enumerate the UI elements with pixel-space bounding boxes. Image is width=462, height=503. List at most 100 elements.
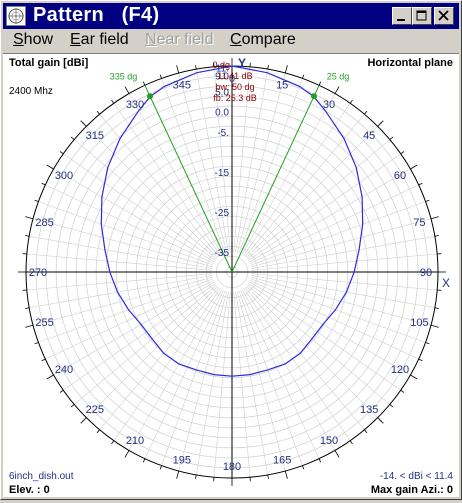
azimuth-tick bbox=[390, 137, 393, 140]
azimuth-tick bbox=[319, 82, 321, 86]
azimuth-label: 150 bbox=[320, 435, 338, 447]
azimuth-tick bbox=[25, 217, 33, 219]
menu-compare-accel: C bbox=[230, 31, 242, 48]
beam-edge-label: 25 dg bbox=[327, 72, 350, 82]
azimuth-tick bbox=[268, 65, 269, 69]
info-line: fb: 25.3 dB bbox=[213, 93, 257, 103]
azimuth-label: 90 bbox=[420, 267, 432, 279]
azimuth-tick bbox=[426, 343, 430, 344]
menu-bar: Show Ear field Near field Compare bbox=[3, 29, 459, 53]
grid-spoke bbox=[245, 114, 365, 257]
minimize-button[interactable] bbox=[392, 7, 412, 25]
azimuth-tick bbox=[160, 75, 161, 79]
azimuth-tick bbox=[426, 200, 430, 201]
gain-range-label: -14. < dBi < 11.4 bbox=[380, 471, 454, 482]
azimuth-tick bbox=[285, 471, 287, 479]
azimuth-label: 240 bbox=[55, 364, 73, 376]
azimuth-tick bbox=[419, 183, 423, 185]
azimuth-tick bbox=[431, 325, 439, 327]
grid-spoke bbox=[214, 292, 230, 477]
azimuth-label: 315 bbox=[86, 130, 104, 142]
labels-layer: 0153045607590105120135150165180195210225… bbox=[29, 56, 450, 473]
azimuth-tick bbox=[378, 418, 384, 424]
azimuth-label: 165 bbox=[273, 454, 291, 466]
azimuth-tick bbox=[196, 475, 197, 479]
azimuth-tick bbox=[60, 152, 63, 154]
azimuth-label: 195 bbox=[173, 454, 191, 466]
azimuth-tick bbox=[390, 404, 393, 407]
plot-title: Total gain [dBi] bbox=[9, 57, 89, 69]
azimuth-tick bbox=[401, 152, 404, 154]
azimuth-label: 120 bbox=[391, 364, 409, 376]
azimuth-tick bbox=[81, 418, 87, 424]
azimuth-tick bbox=[160, 466, 161, 470]
title-bar[interactable]: Pattern (F4) bbox=[3, 3, 459, 29]
azimuth-tick bbox=[97, 111, 100, 114]
menu-ear-field[interactable]: Ear field bbox=[70, 31, 129, 49]
azimuth-tick bbox=[196, 65, 197, 69]
menu-ear-field-accel: E bbox=[70, 31, 81, 48]
azimuth-tick bbox=[42, 359, 46, 361]
beamwidth-marker bbox=[147, 93, 153, 99]
azimuth-tick bbox=[410, 375, 417, 379]
grid-spoke bbox=[245, 287, 365, 430]
x-axis-letter: X bbox=[442, 276, 450, 290]
azimuth-label: 345 bbox=[173, 80, 191, 92]
azimuth-tick bbox=[143, 82, 145, 86]
menu-show[interactable]: Show bbox=[13, 31, 53, 49]
azimuth-tick bbox=[335, 450, 339, 457]
ring-label: -25 bbox=[215, 208, 230, 219]
grid-spoke bbox=[252, 254, 437, 270]
azimuth-label: 210 bbox=[126, 435, 144, 447]
menu-ear-field-label: ar field bbox=[81, 31, 129, 48]
grid-spoke bbox=[247, 285, 389, 405]
azimuth-tick bbox=[364, 111, 367, 114]
azimuth-tick bbox=[268, 475, 269, 479]
azimuth-label: 75 bbox=[413, 217, 425, 229]
close-button[interactable] bbox=[434, 7, 454, 25]
max-gain-azimuth-label: Max gain Azi.: 0 bbox=[371, 484, 453, 496]
ring-label: -5. bbox=[217, 128, 229, 139]
plot-plane: Horizontal plane bbox=[367, 57, 453, 69]
azimuth-label: 60 bbox=[394, 170, 406, 182]
azimuth-label: 255 bbox=[35, 317, 53, 329]
azimuth-tick bbox=[435, 236, 439, 237]
ring-label: -35 bbox=[215, 248, 230, 259]
menu-near-field[interactable]: Near field bbox=[145, 31, 213, 49]
grid-spoke bbox=[27, 274, 212, 290]
azimuth-tick bbox=[143, 459, 145, 463]
grid-spoke bbox=[74, 140, 217, 260]
beamwidth-line bbox=[232, 85, 319, 272]
azimuth-label: 225 bbox=[86, 404, 104, 416]
azimuth-tick bbox=[47, 165, 54, 169]
grid-spoke bbox=[247, 140, 389, 260]
grid-spoke bbox=[234, 292, 250, 477]
app-icon[interactable] bbox=[6, 6, 26, 26]
menu-near-field-label: ear field bbox=[157, 31, 214, 48]
ring-label: -15 bbox=[215, 168, 230, 179]
azimuth-tick bbox=[71, 404, 74, 407]
azimuth-tick bbox=[401, 390, 404, 392]
maximize-button[interactable] bbox=[412, 7, 432, 25]
azimuth-tick bbox=[335, 87, 339, 94]
azimuth-label: 180 bbox=[223, 461, 241, 473]
menu-compare[interactable]: Compare bbox=[230, 31, 296, 49]
azimuth-tick bbox=[431, 217, 439, 219]
azimuth-tick bbox=[378, 121, 384, 127]
azimuth-tick bbox=[435, 308, 439, 309]
azimuth-tick bbox=[125, 450, 129, 457]
grid-spoke bbox=[100, 287, 220, 430]
grid-spoke bbox=[74, 285, 217, 405]
azimuth-tick bbox=[303, 75, 304, 79]
info-line: 11.41 dB bbox=[217, 71, 252, 81]
azimuth-tick bbox=[35, 343, 39, 344]
window-title: Pattern (F4) bbox=[33, 4, 159, 27]
azimuth-label: 105 bbox=[410, 317, 428, 329]
azimuth-label: 45 bbox=[363, 130, 375, 142]
grid-spoke bbox=[100, 114, 220, 257]
azimuth-label: 300 bbox=[55, 170, 73, 182]
azimuth-tick bbox=[285, 65, 287, 73]
azimuth-tick bbox=[25, 325, 33, 327]
grid-spoke bbox=[252, 274, 437, 290]
